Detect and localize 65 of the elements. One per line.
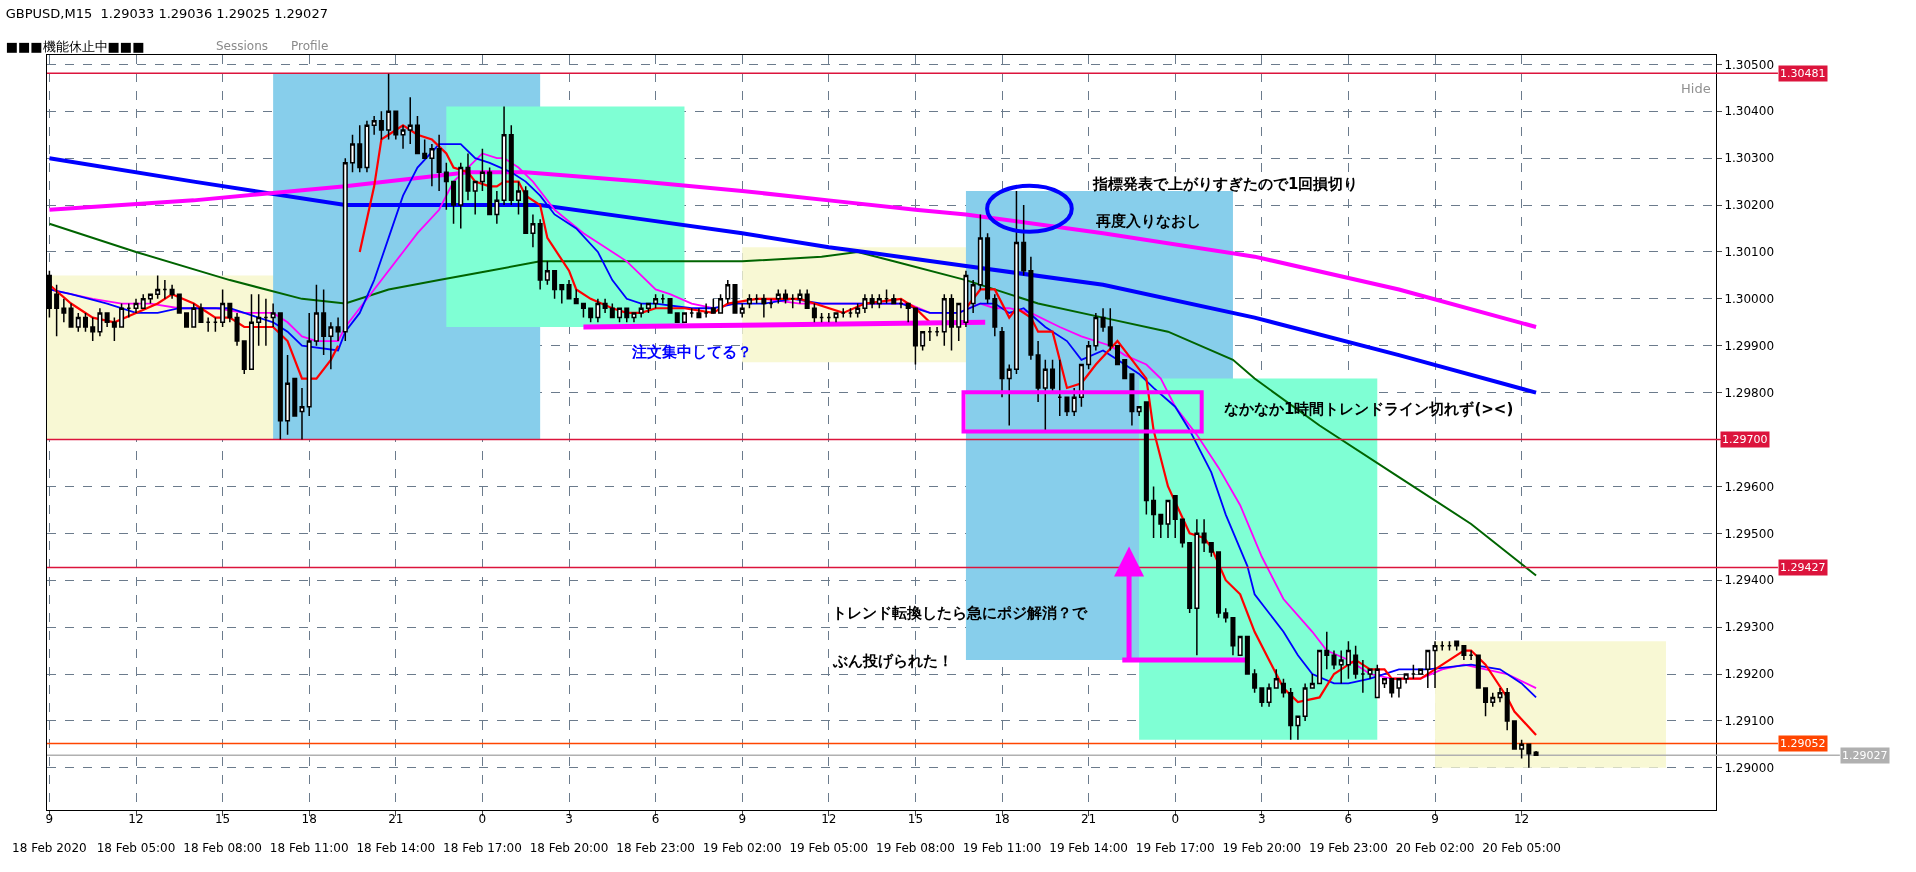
y-tick-label: 1.30300 bbox=[1724, 151, 1775, 166]
y-tick-label: 1.30000 bbox=[1724, 292, 1775, 307]
x2-tick-label: 12 bbox=[821, 812, 837, 826]
text: Sessions bbox=[216, 39, 269, 53]
x2-tick-label: 18 bbox=[994, 812, 1010, 826]
annotation: 再度入りなおし bbox=[1095, 212, 1201, 230]
x-tick-label: 18 Feb 17:00 bbox=[443, 841, 522, 856]
x-tick-label: 19 Feb 14:00 bbox=[1049, 841, 1128, 856]
x-tick-label: 18 Feb 05:00 bbox=[96, 841, 176, 856]
x2-tick-label: 6 bbox=[1344, 812, 1353, 826]
x-tick-label: 18 Feb 11:00 bbox=[269, 841, 349, 856]
x2-tick-label: 3 bbox=[565, 812, 573, 826]
x-tick-label: 19 Feb 17:00 bbox=[1135, 841, 1215, 856]
x-tick-label: 19 Feb 05:00 bbox=[789, 841, 869, 856]
x-tick-label: 19 Feb 08:00 bbox=[876, 841, 955, 856]
y-tick-label: 1.30200 bbox=[1724, 198, 1775, 213]
y-tick-label: 1.29200 bbox=[1724, 667, 1775, 682]
ref-line-label: 1.29427 bbox=[1780, 561, 1826, 574]
x2-tick-label: 12 bbox=[128, 812, 144, 826]
x-tick-label: 19 Feb 02:00 bbox=[702, 841, 782, 856]
x2-tick-label: 9 bbox=[738, 812, 747, 826]
y-tick-label: 1.29800 bbox=[1724, 385, 1775, 400]
x2-tick-label: 3 bbox=[1258, 812, 1266, 826]
x-tick-label: 18 Feb 2020 bbox=[12, 841, 87, 856]
ref-line-label: 1.29027 bbox=[1842, 749, 1888, 762]
x2-tick-label: 12 bbox=[1513, 812, 1530, 826]
annotation: ぶん投げられた！ bbox=[832, 652, 953, 670]
chart-title: GBPUSD,M15 1.29033 1.29036 1.29025 1.29027 bbox=[5, 5, 328, 21]
chart-subtitle: ■■■機能休止中■■■ bbox=[5, 38, 145, 54]
y-tick-label: 1.29900 bbox=[1724, 338, 1775, 353]
x-tick-label: 20 Feb 05:00 bbox=[1482, 841, 1561, 856]
y-tick-label: 1.30400 bbox=[1724, 104, 1775, 119]
x2-tick-label: 0 bbox=[478, 812, 487, 826]
x2-tick-label: 18 bbox=[301, 812, 317, 826]
y-tick-label: 1.29600 bbox=[1724, 479, 1775, 494]
x2-tick-label: 0 bbox=[1171, 812, 1180, 826]
ref-line-label: 1.29700 bbox=[1722, 433, 1768, 446]
x2-tick-label: 15 bbox=[214, 812, 231, 826]
x-tick-label: 18 Feb 08:00 bbox=[183, 841, 262, 856]
y-tick-label: 1.29300 bbox=[1724, 620, 1775, 635]
text: Profile bbox=[291, 39, 329, 53]
y-tick-label: 1.29400 bbox=[1724, 573, 1775, 588]
x-tick-label: 18 Feb 20:00 bbox=[529, 841, 609, 856]
x-tick-label: 18 Feb 14:00 bbox=[356, 841, 436, 856]
x-tick-label: 18 Feb 23:00 bbox=[616, 841, 695, 856]
annotation: 注文集中してる？ bbox=[631, 343, 752, 361]
y-tick-label: 1.30100 bbox=[1724, 245, 1775, 260]
annotation: トレンド転換したら急にポジ解消？で bbox=[832, 604, 1088, 622]
ref-line-label: 1.30481 bbox=[1780, 67, 1826, 80]
x-tick-label: 19 Feb 20:00 bbox=[1222, 841, 1302, 856]
x-tick-label: 20 Feb 02:00 bbox=[1395, 841, 1475, 856]
x2-tick-label: 9 bbox=[45, 812, 54, 826]
annotation: Hide bbox=[1681, 81, 1711, 96]
ref-line-label: 1.29052 bbox=[1780, 737, 1826, 750]
y-tick-label: 1.29100 bbox=[1724, 714, 1775, 729]
y-tick-label: 1.29500 bbox=[1724, 526, 1775, 541]
x2-tick-label: 9 bbox=[1431, 812, 1439, 826]
y-tick-label: 1.29000 bbox=[1724, 761, 1775, 775]
x2-tick-label: 21 bbox=[388, 812, 404, 826]
y-tick-label: 1.30500 bbox=[1724, 57, 1775, 72]
x2-tick-label: 21 bbox=[1080, 812, 1097, 826]
x-tick-label: 19 Feb 11:00 bbox=[962, 841, 1042, 856]
x2-tick-label: 15 bbox=[907, 812, 924, 826]
x2-tick-label: 6 bbox=[651, 812, 660, 826]
x-tick-label: 19 Feb 23:00 bbox=[1309, 841, 1388, 856]
